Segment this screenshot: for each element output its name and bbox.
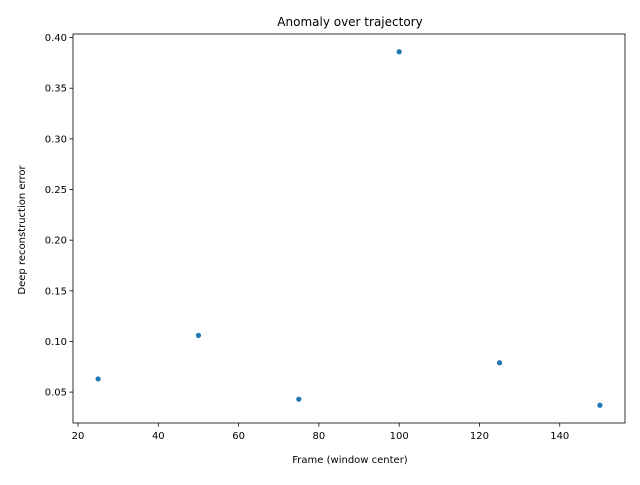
y-tick-label: 0.30 (45, 134, 67, 145)
plot-area: 20 40 60 80 100 120 140 0.05 0.10 0.15 0.20 0.25 0.3… (45, 33, 626, 442)
y-tick-label: 0.35 (45, 84, 67, 95)
x-tick-label: 40 (152, 431, 165, 442)
data-point (296, 396, 302, 402)
y-axis-label: Deep reconstruction error (17, 165, 28, 295)
x-axis-label: Frame (window center) (292, 455, 408, 466)
data-point (195, 332, 202, 338)
y-tick-label: 0.05 (45, 388, 67, 399)
x-tick-label: 20 (72, 431, 85, 442)
y-tick-label: 0.25 (45, 185, 67, 196)
x-tick-label: 100 (390, 431, 409, 442)
x-tick-label: 140 (550, 431, 569, 442)
chart-title: Anomaly over trajectory (277, 15, 422, 29)
x-tick-label: 120 (470, 431, 489, 442)
y-tick-label: 0.20 (45, 236, 67, 247)
data-point (95, 376, 101, 382)
y-tick-label: 0.10 (45, 337, 67, 348)
data-point (496, 360, 503, 366)
y-tick-label: 0.40 (45, 33, 67, 44)
x-tick-label: 60 (232, 431, 245, 442)
axes-frame (72, 33, 626, 424)
x-tick-label: 80 (313, 431, 326, 442)
data-point (396, 49, 402, 55)
data-point (597, 402, 603, 408)
y-tick-label: 0.15 (45, 286, 67, 297)
